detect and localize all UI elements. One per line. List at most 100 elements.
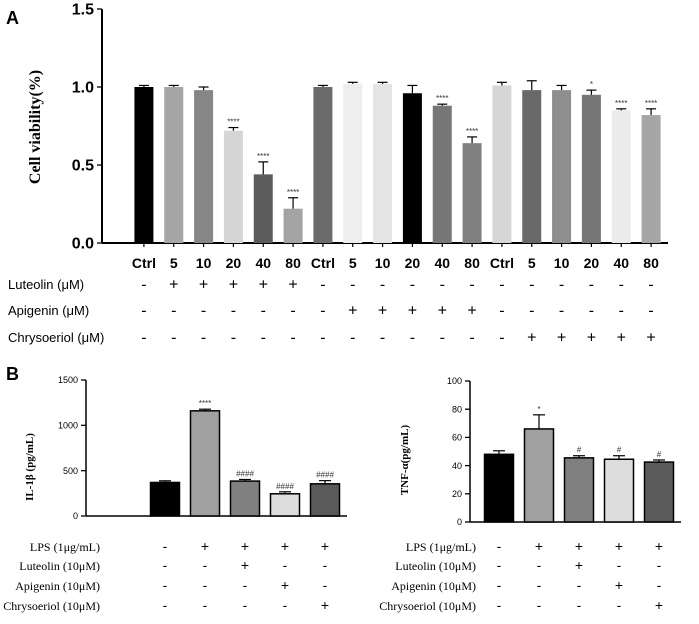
minus-sign: - [350, 330, 355, 347]
bar [134, 87, 154, 243]
bar [373, 83, 393, 243]
y-tick-label: 1000 [58, 420, 78, 430]
y-tick-label: 0.5 [72, 158, 94, 175]
minus-sign: - [497, 557, 502, 573]
minus-sign: - [243, 577, 248, 593]
minus-sign: - [410, 330, 415, 347]
bar [641, 115, 661, 243]
plus-sign: + [615, 538, 623, 554]
minus-sign: - [380, 330, 385, 347]
minus-sign: - [617, 597, 622, 613]
x-tick-label: 10 [375, 255, 391, 271]
minus-sign: - [559, 303, 564, 320]
plus-sign: + [535, 538, 543, 554]
minus-sign: - [469, 277, 474, 294]
plus-sign: + [527, 330, 536, 347]
significance-marker: **** [466, 127, 478, 136]
minus-sign: - [203, 557, 208, 573]
significance-marker: **** [615, 99, 627, 108]
x-tick-label: Ctrl [311, 255, 335, 271]
plus-sign: + [615, 577, 623, 593]
plus-sign: + [378, 303, 387, 320]
bar [149, 481, 181, 517]
minus-sign: - [163, 557, 168, 573]
plus-sign: + [655, 597, 663, 613]
minus-sign: - [141, 277, 146, 294]
x-tick-label: 10 [554, 255, 570, 271]
minus-sign: - [163, 597, 168, 613]
significance-marker: **** [436, 94, 448, 103]
y-tick-label: 1.0 [72, 80, 94, 97]
significance-marker: **** [287, 188, 299, 197]
minus-sign: - [497, 577, 502, 593]
treatment-row-label: Apigenin (μM) [8, 303, 89, 318]
bar [563, 457, 595, 523]
y-tick-label: 0.0 [72, 236, 94, 253]
treatment-row-label: LPS (1μg/mL) [30, 540, 100, 554]
treatment-row-label: Apigenin (10μM) [391, 579, 476, 593]
significance-marker: # [617, 446, 622, 455]
significance-marker: **** [257, 152, 269, 161]
y-tick-label: 1.5 [72, 2, 94, 19]
bar [402, 93, 422, 244]
minus-sign: - [619, 303, 624, 320]
x-tick-label: 40 [434, 255, 450, 271]
y-tick-label: 0 [457, 517, 462, 527]
treatment-row-label: LPS (1μg/mL) [406, 540, 476, 554]
minus-sign: - [290, 303, 295, 320]
minus-sign: - [499, 277, 504, 294]
x-tick-label: 10 [196, 255, 212, 271]
treatment-row-label: Luteolin (μM) [8, 277, 84, 292]
plus-sign: + [241, 538, 249, 554]
minus-sign: - [657, 577, 662, 593]
plus-sign: + [259, 277, 268, 294]
plus-sign: + [288, 277, 297, 294]
bar [343, 83, 363, 243]
minus-sign: - [577, 577, 582, 593]
minus-sign: - [380, 277, 385, 294]
minus-sign: - [537, 597, 542, 613]
minus-sign: - [497, 597, 502, 613]
minus-sign: - [283, 597, 288, 613]
bar [164, 87, 184, 243]
minus-sign: - [320, 303, 325, 320]
minus-sign: - [283, 557, 288, 573]
x-tick-label: Ctrl [490, 255, 514, 271]
treatment-row-label: Chrysoeriol (10μM) [3, 599, 100, 613]
plus-sign: + [321, 538, 329, 554]
plus-sign: + [169, 277, 178, 294]
minus-sign: - [499, 330, 504, 347]
plus-sign: + [557, 330, 566, 347]
significance-marker: # [577, 446, 582, 455]
bar [552, 90, 572, 244]
minus-sign: - [657, 557, 662, 573]
x-tick-label: Ctrl [132, 255, 156, 271]
bar [313, 87, 333, 243]
minus-sign: - [648, 277, 653, 294]
treatment-row-label: Chrysoeriol (10μM) [379, 599, 476, 613]
minus-sign: - [589, 277, 594, 294]
plus-sign: + [438, 303, 447, 320]
chart-a: 0.0 0.5 1.0 1.5 Ctrl 5 10 **** 20 **** 40 **** 80 Ctr… [8, 2, 668, 347]
bar [223, 130, 243, 243]
minus-sign: - [171, 303, 176, 320]
minus-sign: - [231, 303, 236, 320]
plus-sign: + [646, 330, 655, 347]
minus-sign: - [201, 330, 206, 347]
minus-sign: - [537, 557, 542, 573]
bar [309, 483, 341, 517]
y-tick-label: 500 [63, 466, 78, 476]
treatment-row-label: Chrysoeriol (μM) [8, 330, 104, 345]
significance-marker: * [537, 405, 540, 414]
bar [643, 461, 675, 523]
treatment-row-label: Luteolin (10μM) [19, 559, 100, 573]
bar [492, 85, 512, 243]
significance-marker: **** [227, 118, 239, 127]
panel-label-b: B [6, 364, 19, 384]
y-tick-label: 20 [452, 489, 462, 499]
x-tick-label: 5 [349, 255, 357, 271]
chart-il1b: 0 500 1000 1500 **** #### #### #### LPS (1μg/mL)… [3, 375, 347, 613]
minus-sign: - [163, 538, 168, 554]
y-tick-label: 40 [452, 461, 462, 471]
significance-marker: * [590, 80, 593, 89]
